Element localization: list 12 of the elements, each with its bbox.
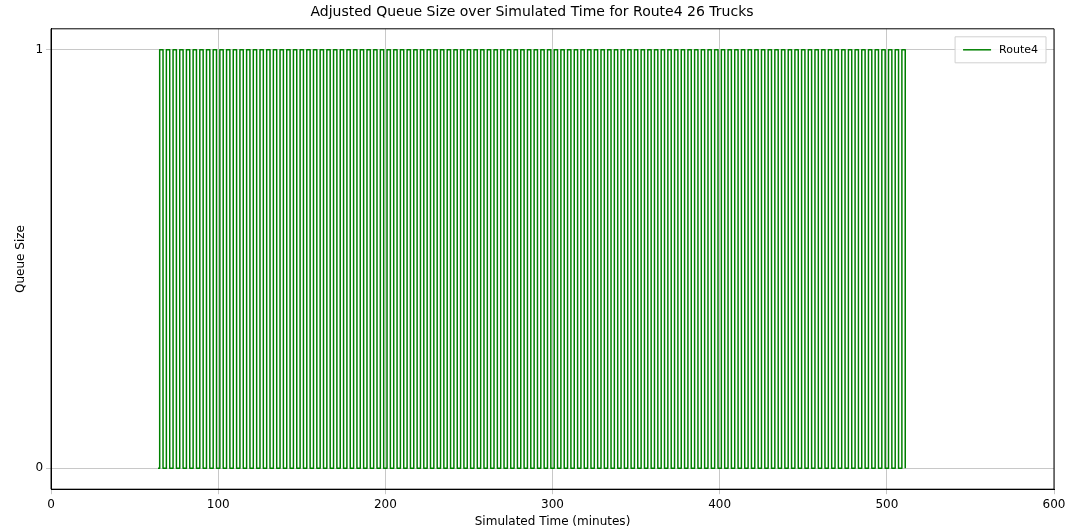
legend-label: Route4 xyxy=(999,42,1039,56)
chart-title: Adjusted Queue Size over Simulated Time for Route4 26 Trucks xyxy=(310,3,754,20)
x-tick-label: 300 xyxy=(541,496,564,511)
x-tick-label: 400 xyxy=(708,496,732,511)
y-axis-title: Queue Size xyxy=(13,225,28,293)
x-tick-label: 0 xyxy=(47,496,55,511)
x-tick-label: 500 xyxy=(875,496,899,511)
y-tick-label: 1 xyxy=(35,41,44,56)
x-tick-label: 200 xyxy=(373,496,397,511)
x-axis-title: Simulated Time (minutes) xyxy=(474,513,631,528)
x-tick-label: 600 xyxy=(1042,496,1066,511)
x-tick-label: 100 xyxy=(206,496,230,511)
